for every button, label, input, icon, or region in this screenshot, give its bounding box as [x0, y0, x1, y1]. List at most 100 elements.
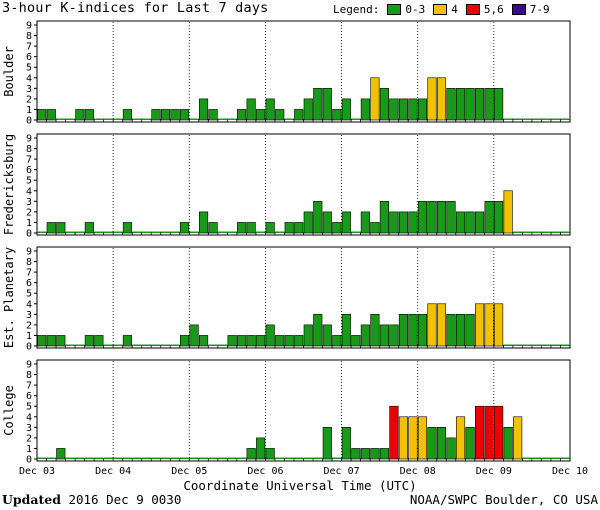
- k-bar-zero: [113, 118, 123, 120]
- x-tick-label: Dec 05: [171, 466, 207, 477]
- y-tick-label: 3: [26, 310, 32, 321]
- y-tick-label: 6: [26, 52, 32, 63]
- k-bar-zero: [560, 118, 570, 120]
- updated-label: Updated: [2, 492, 61, 507]
- k-bar-zero: [75, 231, 85, 233]
- k-bar: [208, 222, 218, 234]
- k-bar-zero: [189, 231, 199, 233]
- k-bar: [503, 427, 513, 460]
- k-bar: [294, 335, 304, 347]
- legend-item-5-6: 5,6: [465, 3, 504, 16]
- k-bar: [379, 201, 389, 234]
- y-tick-label: 2: [26, 207, 32, 218]
- k-bar-zero: [37, 457, 47, 459]
- k-bar-zero: [170, 344, 180, 346]
- k-bar-zero: [522, 344, 532, 346]
- x-tick-label: Dec 08: [400, 466, 436, 477]
- k-bar-zero: [84, 457, 95, 459]
- k-bar: [189, 324, 199, 347]
- y-tick-label: 2: [26, 320, 32, 331]
- y-tick-label: 9: [26, 134, 32, 145]
- k-bar: [360, 448, 370, 460]
- k-bar: [237, 109, 247, 121]
- k-bar: [513, 416, 523, 460]
- k-bar-zero: [541, 231, 551, 233]
- k-bar: [246, 448, 256, 460]
- k-bar: [398, 416, 408, 460]
- k-bar-zero: [94, 118, 104, 120]
- k-bar: [56, 448, 66, 460]
- k-bar: [256, 335, 266, 347]
- k-bar: [389, 211, 399, 234]
- y-tick-label: 2: [26, 433, 32, 444]
- updated-timestamp: Updated 2016 Dec 9 0030: [2, 492, 181, 507]
- y-tick-label: 4: [26, 73, 32, 84]
- k-bar-zero: [550, 118, 561, 120]
- k-bar: [379, 448, 389, 460]
- k-bar: [417, 201, 428, 234]
- k-bar: [408, 416, 418, 460]
- k-bar: [398, 211, 408, 234]
- k-bar-zero: [531, 231, 542, 233]
- k-bar: [475, 88, 485, 121]
- y-tick-label: 4: [26, 186, 32, 197]
- k-bar: [237, 222, 247, 234]
- legend-text-7-9: 7-9: [529, 3, 550, 16]
- k-bar-zero: [560, 231, 570, 233]
- k-bar: [370, 222, 380, 234]
- y-tick-label: 0: [26, 342, 32, 353]
- k-bar-zero: [94, 457, 104, 459]
- k-bar: [408, 314, 418, 347]
- x-axis-label: Coordinate Universal Time (UTC): [183, 478, 417, 493]
- k-bar: [398, 98, 408, 121]
- k-bar-zero: [531, 457, 542, 459]
- k-bar-zero: [541, 457, 551, 459]
- k-bar: [179, 222, 190, 234]
- k-bar: [284, 335, 294, 347]
- k-bar: [436, 201, 447, 234]
- y-tick-label: 0: [26, 229, 32, 240]
- k-bar-zero: [274, 231, 285, 233]
- k-bar-zero: [160, 231, 171, 233]
- k-bar: [322, 427, 332, 460]
- k-bar-zero: [351, 118, 361, 120]
- k-index-panels: 0123456789Boulder0123456789Fredericksbur…: [2, 20, 588, 477]
- k-bar-zero: [103, 118, 114, 120]
- k-bar: [246, 98, 256, 121]
- k-bar-zero: [303, 457, 314, 459]
- k-bar: [199, 335, 209, 347]
- k-bar: [332, 335, 342, 347]
- k-bar: [455, 211, 466, 234]
- k-bar: [265, 222, 275, 234]
- y-axis-label: Fredericksburg: [2, 134, 16, 235]
- k-bar: [494, 88, 504, 121]
- k-bar: [465, 211, 475, 234]
- k-bar: [332, 222, 342, 234]
- updated-value: 2016 Dec 9 0030: [60, 492, 182, 507]
- y-tick-label: 6: [26, 391, 32, 402]
- k-bar-zero: [56, 118, 66, 120]
- legend: Legend: 0-3 4 5,6 7-9: [333, 3, 558, 16]
- k-bar: [484, 201, 494, 234]
- k-bar-zero: [103, 457, 114, 459]
- k-bar: [494, 405, 504, 460]
- y-tick-label: 7: [26, 381, 32, 392]
- k-bar: [199, 98, 209, 121]
- k-bar: [360, 324, 370, 347]
- k-bar-zero: [141, 457, 152, 459]
- k-bar-zero: [560, 457, 570, 459]
- legend-item-4: 4: [433, 3, 458, 16]
- y-axis-label: College: [2, 385, 16, 436]
- k-bar-zero: [522, 118, 532, 120]
- k-bar-zero: [46, 457, 57, 459]
- y-tick-label: 3: [26, 423, 32, 434]
- k-bar: [398, 314, 408, 347]
- k-bar: [427, 77, 437, 121]
- k-bar: [351, 335, 361, 347]
- k-bar-zero: [227, 231, 237, 233]
- k-bar: [303, 324, 313, 347]
- k-bar-zero: [217, 457, 228, 459]
- y-tick-label: 6: [26, 278, 32, 289]
